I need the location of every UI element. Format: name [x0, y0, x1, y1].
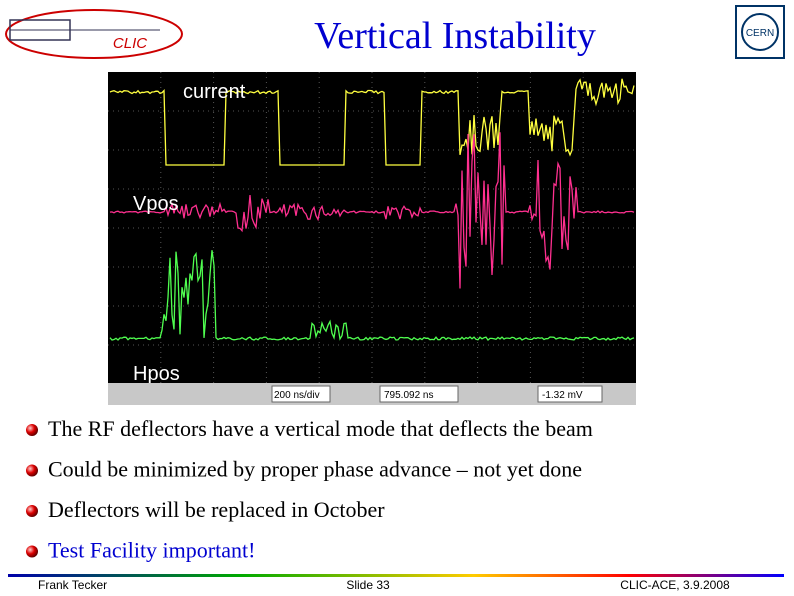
clic-text: CLIC: [113, 35, 147, 52]
trace-hpos: [109, 250, 635, 341]
trace-current: [109, 78, 635, 166]
bullet-text: Deflectors will be replaced in October: [48, 497, 385, 522]
bullet-dot: [26, 505, 38, 517]
oscilloscope: current Vpos Hpos 200 ns/div 795.092 ns …: [108, 72, 636, 405]
footer-event: CLIC-ACE, 3.9.2008: [620, 578, 730, 592]
scope-label: current: [183, 81, 246, 103]
toolbar-field: -1.32 mV: [542, 390, 583, 401]
scope-label: Vpos: [133, 193, 179, 215]
slide-title: Vertical Instability: [314, 15, 596, 57]
trace-vpos: [109, 132, 635, 289]
footer-slide: Slide 33: [346, 578, 390, 592]
bullet-text: Could be minimized by proper phase advan…: [48, 457, 582, 482]
bullet-dot: [26, 424, 38, 436]
scope-label: Hpos: [133, 363, 180, 385]
cern-text: CERN: [746, 28, 774, 39]
bullet-dot: [26, 545, 38, 558]
footer-rule: [8, 574, 784, 577]
bullet-text: The RF deflectors have a vertical mode t…: [48, 416, 593, 441]
bullet-dot: [26, 464, 38, 477]
toolbar-field: 795.092 ns: [384, 390, 434, 401]
bullet-text: Test Facility important!: [48, 538, 255, 563]
toolbar-field: 200 ns/div: [274, 390, 320, 401]
clic-logo: CLIC: [5, 9, 183, 59]
cern-logo: CERN: [735, 5, 785, 59]
footer-author: Frank Tecker: [38, 578, 107, 592]
